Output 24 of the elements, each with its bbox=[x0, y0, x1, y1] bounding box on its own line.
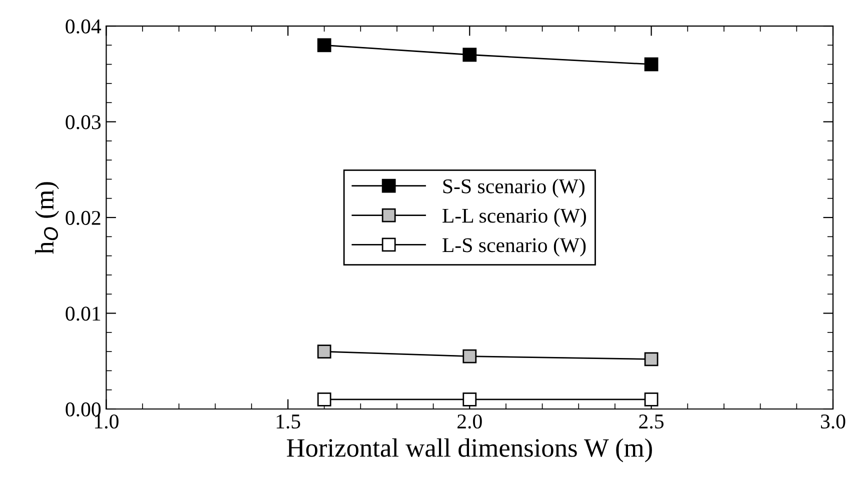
legend-label: L-L scenario (W) bbox=[442, 208, 586, 228]
y-tick-label: 0.02 bbox=[66, 210, 100, 226]
x-tick-label: 1.0 bbox=[95, 414, 118, 429]
point bbox=[644, 392, 658, 406]
x-axis-title: Horizontal wall dimensions W (m) bbox=[286, 438, 652, 462]
x-tick-label: 3.0 bbox=[820, 414, 846, 429]
y-tick-label: 0.01 bbox=[66, 306, 100, 321]
point bbox=[462, 349, 477, 364]
legend-label: S-S scenario (W) bbox=[443, 178, 584, 198]
point bbox=[644, 57, 658, 72]
y-tick-label: 0.00 bbox=[66, 402, 101, 417]
x-tick-label: 2.5 bbox=[639, 414, 664, 429]
point bbox=[462, 392, 477, 406]
y-axis-title: h$_{O}$ (m) bbox=[35, 182, 60, 254]
point bbox=[644, 352, 658, 366]
legend-label: L-S scenario (W) bbox=[442, 238, 586, 256]
y-tick-label: 0.03 bbox=[66, 115, 101, 130]
point bbox=[317, 392, 332, 406]
point bbox=[317, 38, 332, 52]
x-tick-label: 2.0 bbox=[458, 414, 482, 429]
point bbox=[462, 48, 477, 62]
y-tick-label: 0.04 bbox=[66, 19, 102, 34]
point bbox=[317, 344, 332, 358]
x-tick-label: 1.5 bbox=[276, 414, 300, 429]
